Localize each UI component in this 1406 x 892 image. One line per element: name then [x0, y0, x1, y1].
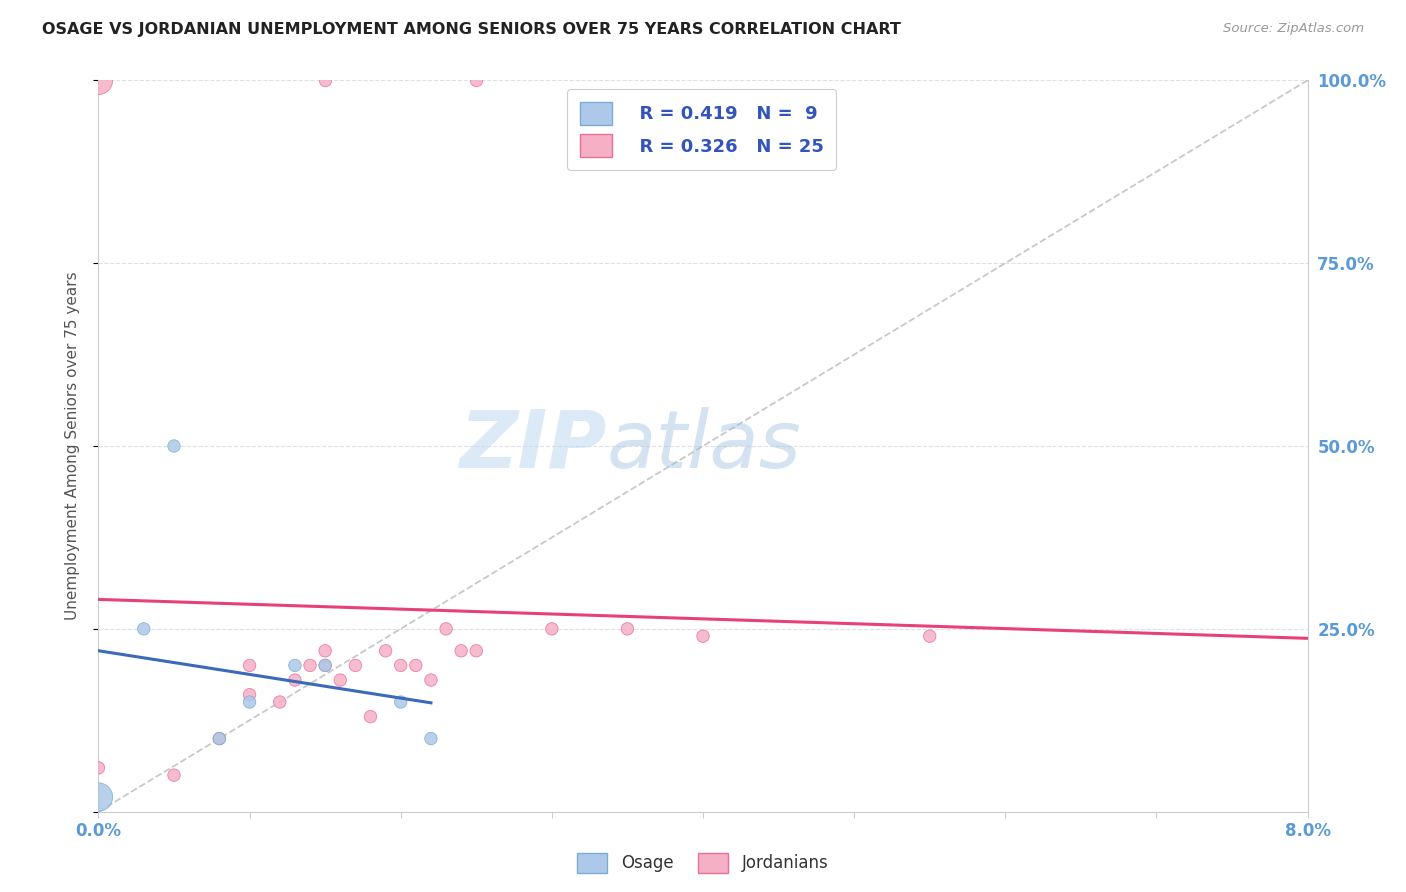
Point	[692, 629, 714, 643]
Point	[87, 790, 110, 805]
Text: Source: ZipAtlas.com: Source: ZipAtlas.com	[1223, 22, 1364, 36]
Point	[541, 622, 564, 636]
Point	[314, 658, 336, 673]
Point	[374, 644, 396, 658]
Point	[163, 439, 186, 453]
Point	[284, 658, 307, 673]
Point	[420, 673, 443, 687]
Point	[163, 768, 186, 782]
Point	[239, 688, 262, 702]
Point	[208, 731, 231, 746]
Legend:   R = 0.419   N =  9,   R = 0.326   N = 25: R = 0.419 N = 9, R = 0.326 N = 25	[567, 89, 837, 170]
Point	[434, 622, 457, 636]
Point	[450, 644, 472, 658]
Point	[87, 761, 110, 775]
Point	[329, 673, 352, 687]
Point	[465, 73, 488, 87]
Point	[239, 695, 262, 709]
Y-axis label: Unemployment Among Seniors over 75 years: Unemployment Among Seniors over 75 years	[65, 272, 80, 620]
Text: ZIP: ZIP	[458, 407, 606, 485]
Point	[284, 673, 307, 687]
Text: OSAGE VS JORDANIAN UNEMPLOYMENT AMONG SENIORS OVER 75 YEARS CORRELATION CHART: OSAGE VS JORDANIAN UNEMPLOYMENT AMONG SE…	[42, 22, 901, 37]
Point	[314, 644, 336, 658]
Point	[405, 658, 427, 673]
Point	[465, 644, 488, 658]
Point	[314, 658, 336, 673]
Point	[239, 658, 262, 673]
Point	[389, 695, 412, 709]
Point	[344, 658, 367, 673]
Point	[314, 73, 336, 87]
Point	[87, 73, 110, 87]
Legend: Osage, Jordanians: Osage, Jordanians	[571, 847, 835, 880]
Point	[299, 658, 322, 673]
Point	[208, 731, 231, 746]
Point	[132, 622, 155, 636]
Point	[616, 622, 638, 636]
Point	[360, 709, 382, 723]
Point	[389, 658, 412, 673]
Point	[918, 629, 941, 643]
Point	[269, 695, 291, 709]
Text: atlas: atlas	[606, 407, 801, 485]
Point	[420, 731, 443, 746]
